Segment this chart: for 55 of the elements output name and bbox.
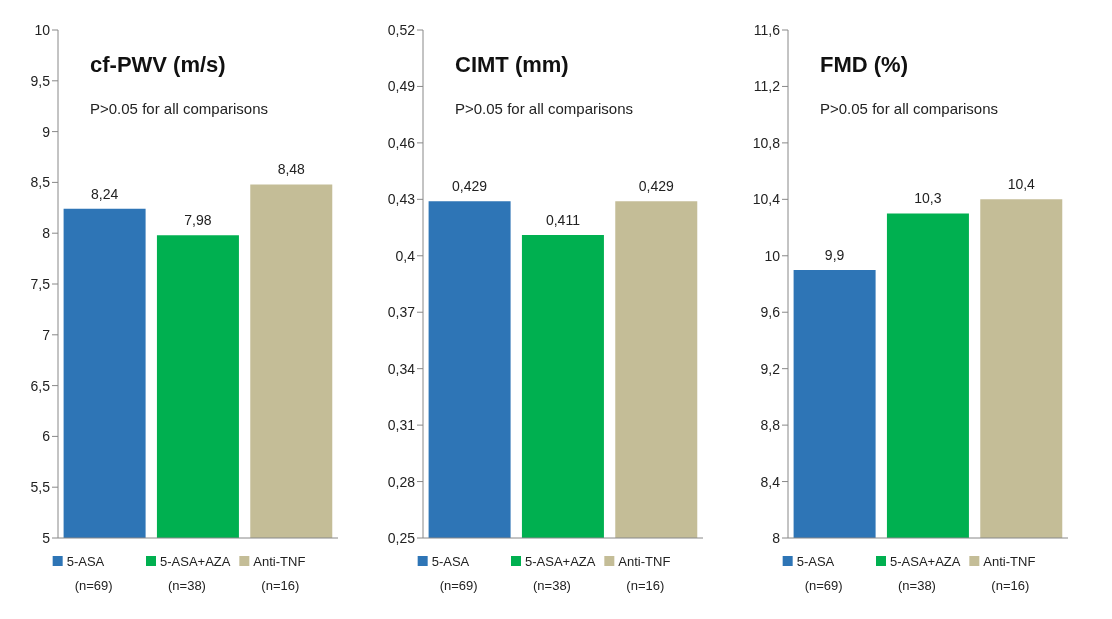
y-tick-label: 8 <box>772 529 781 546</box>
text: cf-PWV (m/s) <box>90 52 226 78</box>
data-label: 7,98 <box>184 212 212 229</box>
y-tick-label: 8,8 <box>760 417 781 434</box>
x-tick-label: 5-ASA+AZA (n=38) <box>160 554 231 593</box>
data-label: 0,429 <box>638 178 674 195</box>
x-tick-label: 5-ASA (n=69) <box>66 554 113 593</box>
data-label: 0,411 <box>545 212 581 229</box>
x-tick-label: 5-ASA (n=69) <box>796 554 843 593</box>
y-tick-label: 10 <box>34 21 51 38</box>
y-tick-label: 9,6 <box>760 304 781 321</box>
y-tick-label: 0,34 <box>387 360 416 377</box>
y-tick-label: 7,5 <box>30 275 51 292</box>
y-tick-label: 0,28 <box>387 473 416 490</box>
y-tick-label: 0,4 <box>395 247 416 264</box>
x-tick-label: Anti-TNF (n=16) <box>618 554 671 593</box>
text: P>0.05 for all comparisons <box>820 100 999 117</box>
y-tick-label: 8 <box>42 225 51 242</box>
data-label: 0,429 <box>452 178 488 195</box>
y-tick-label: 6 <box>42 428 51 445</box>
text: P>0.05 for all comparisons <box>455 100 634 117</box>
y-tick-label: 10,8 <box>752 134 781 151</box>
y-tick-label: 8,5 <box>30 174 51 191</box>
y-tick-label: 5 <box>42 529 51 546</box>
y-tick-label: 11,2 <box>753 78 781 95</box>
y-tick-label: 0,52 <box>387 21 416 38</box>
y-tick-label: 8,4 <box>760 473 781 490</box>
x-tick-label: Anti-TNF (n=16) <box>253 554 306 593</box>
y-tick-label: 7 <box>42 326 51 343</box>
data-label: 8,24 <box>90 185 119 202</box>
y-tick-label: 11,6 <box>753 21 781 38</box>
x-tick-label: 5-ASA+AZA (n=38) <box>525 554 596 593</box>
y-tick-label: 6,5 <box>30 377 51 394</box>
y-tick-label: 10,4 <box>752 191 781 208</box>
y-tick-label: 0,43 <box>387 191 416 208</box>
y-tick-label: 10 <box>764 247 781 264</box>
y-tick-label: 0,31 <box>387 417 416 434</box>
y-tick-label: 9,2 <box>760 360 781 377</box>
y-tick-label: 0,46 <box>387 134 416 151</box>
x-tick-label: 5-ASA (n=69) <box>431 554 478 593</box>
y-tick-label: 5,5 <box>30 479 51 496</box>
x-tick-label: Anti-TNF (n=16) <box>983 554 1036 593</box>
data-label: 10,3 <box>914 190 942 207</box>
y-tick-label: 0,49 <box>387 78 416 95</box>
text: P>0.05 for all comparisons <box>90 100 269 117</box>
text: FMD (%) <box>820 52 908 78</box>
y-tick-label: 0,37 <box>387 304 416 321</box>
y-tick-label: 9,5 <box>30 72 51 89</box>
data-label: 8,48 <box>277 161 306 178</box>
data-label: 9,9 <box>824 246 845 263</box>
x-tick-label: 5-ASA+AZA (n=38) <box>890 554 961 593</box>
text: CIMT (mm) <box>455 52 569 78</box>
y-tick-label: 9 <box>42 123 51 140</box>
data-label: 10,4 <box>1007 176 1036 193</box>
y-tick-label: 0,25 <box>387 529 416 546</box>
